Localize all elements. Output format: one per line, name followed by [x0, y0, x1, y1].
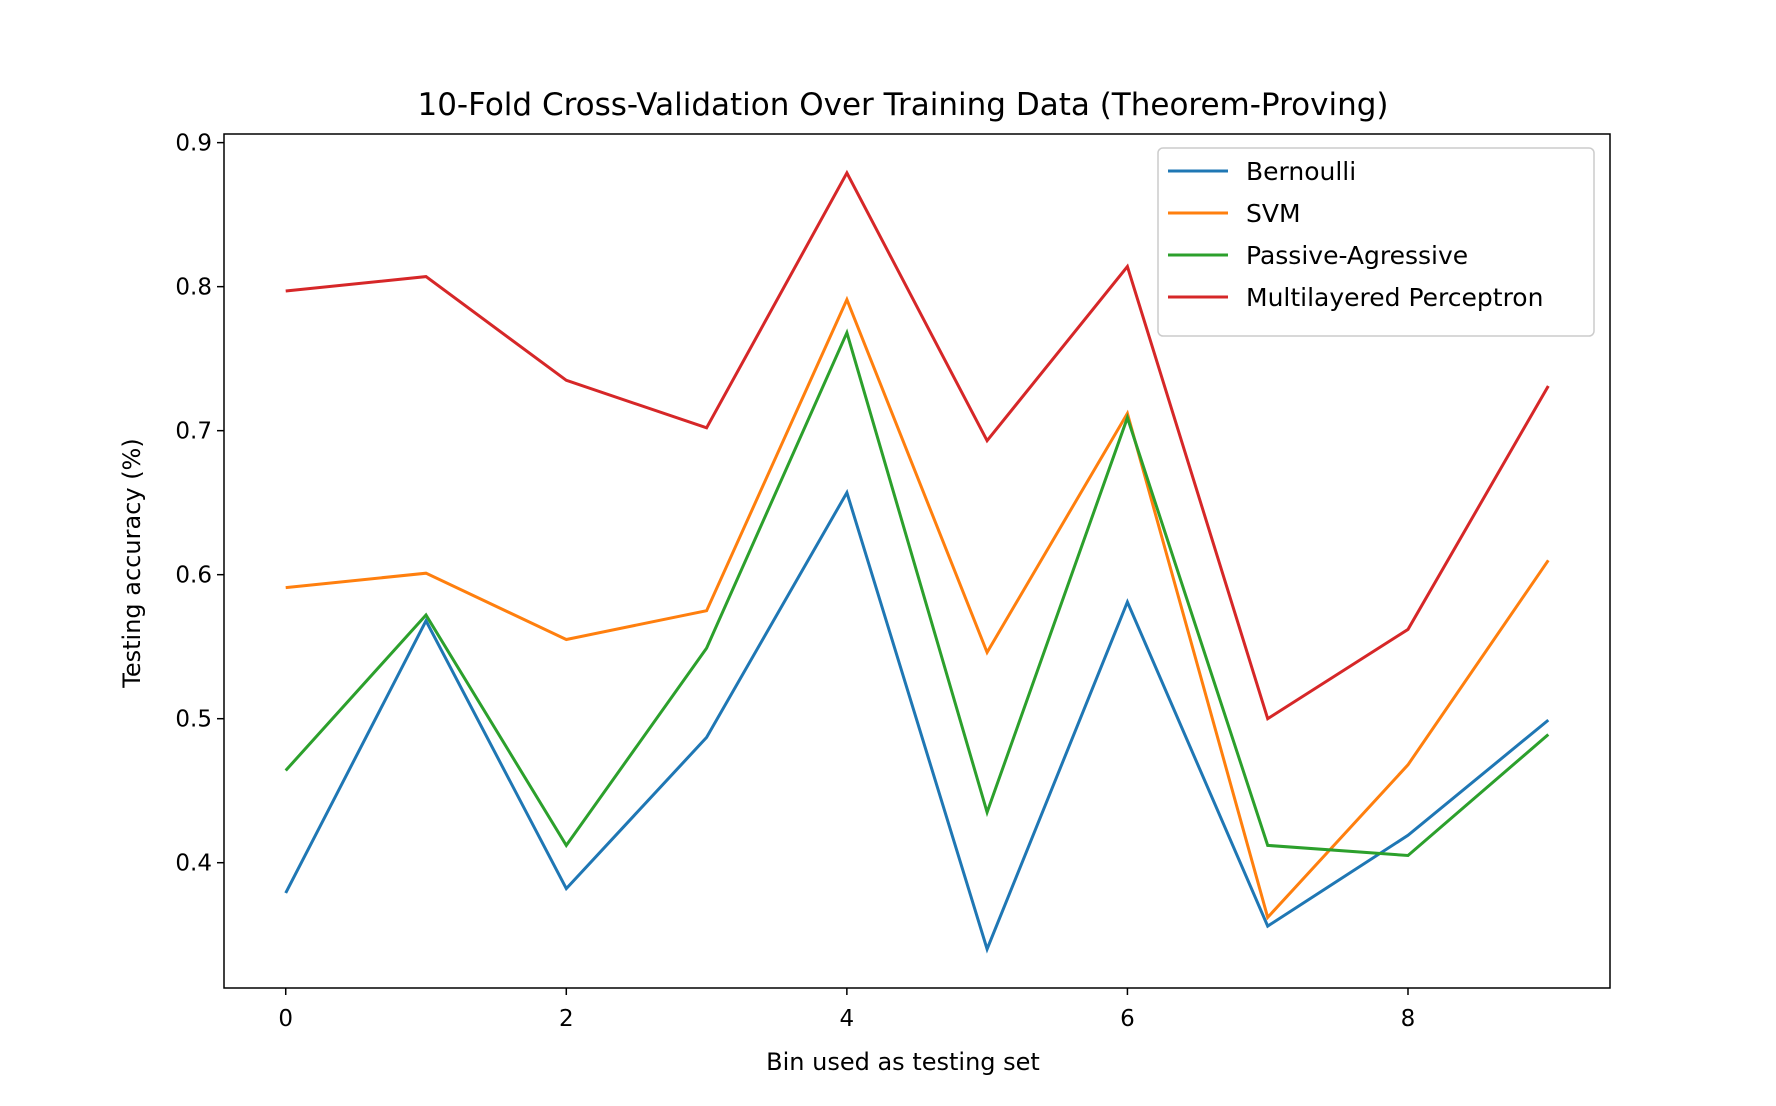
x-tick-label: 0 [278, 1006, 293, 1032]
y-tick-label: 0.8 [175, 275, 212, 301]
x-tick-label: 4 [840, 1006, 855, 1032]
y-tick-label: 0.5 [175, 707, 212, 733]
legend-label-multilayered-perceptron: Multilayered Perceptron [1246, 283, 1543, 312]
legend-label-svm: SVM [1246, 199, 1301, 228]
y-tick-label: 0.7 [175, 419, 212, 445]
plot-area: 0 2 4 6 8 0.4 0.5 0.6 0.7 0.8 0.9 Bernoulli SVM Passi… [175, 131, 1611, 1032]
x-tick-label: 6 [1120, 1006, 1135, 1032]
x-tick-label: 8 [1401, 1006, 1416, 1032]
x-tick-label: 2 [559, 1006, 574, 1032]
x-axis-title: Bin used as testing set [766, 1048, 1040, 1076]
legend-box [1157, 147, 1595, 337]
y-axis-title: Testing accuracy (%) [118, 438, 146, 688]
plot-frame [223, 133, 1611, 989]
series-line-bernoulli [284, 488, 1550, 954]
series-line-multilayered-perceptron [285, 169, 1550, 722]
chart-title: 10-Fold Cross-Validation Over Training D… [417, 87, 1388, 123]
y-tick-label: 0.6 [175, 563, 212, 589]
y-tick-label: 0.4 [175, 851, 212, 877]
series-line-passive-agressive [284, 328, 1550, 858]
legend-label-passive-agressive: Passive-Agressive [1246, 241, 1468, 270]
legend-label-bernoulli: Bernoulli [1246, 157, 1356, 186]
y-tick-label: 0.9 [175, 131, 212, 157]
series-line-svm [285, 295, 1550, 921]
